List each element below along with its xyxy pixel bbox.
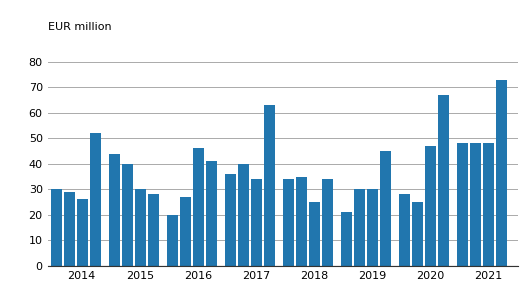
Bar [63, 192, 75, 266]
Bar [180, 197, 191, 266]
Bar [122, 164, 133, 266]
Bar [206, 161, 217, 266]
Bar [380, 151, 391, 266]
Bar [238, 164, 249, 266]
Bar [322, 179, 333, 266]
Bar [399, 194, 411, 266]
Bar [354, 189, 366, 266]
Bar [367, 189, 378, 266]
Bar [309, 202, 320, 266]
Bar [496, 80, 507, 266]
Bar [425, 146, 436, 266]
Bar [412, 202, 423, 266]
Bar [77, 199, 88, 266]
Bar [193, 149, 204, 266]
Bar [135, 189, 146, 266]
Bar [438, 95, 449, 266]
Bar [109, 153, 120, 266]
Bar [251, 179, 262, 266]
Bar [51, 189, 62, 266]
Text: EUR million: EUR million [48, 22, 111, 32]
Bar [89, 133, 101, 266]
Bar [341, 212, 352, 266]
Bar [283, 179, 294, 266]
Bar [263, 105, 275, 266]
Bar [296, 176, 307, 266]
Bar [167, 215, 178, 266]
Bar [457, 143, 469, 266]
Bar [225, 174, 236, 266]
Bar [148, 194, 159, 266]
Bar [470, 143, 481, 266]
Bar [483, 143, 495, 266]
